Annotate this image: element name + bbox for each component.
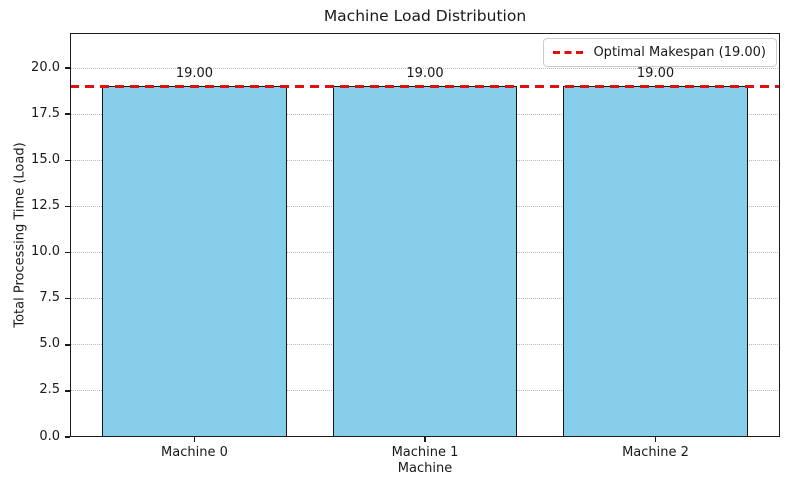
x-tick-label: Machine 2 xyxy=(622,445,689,460)
y-tick xyxy=(65,436,70,438)
y-tick-label: 10.0 xyxy=(31,244,60,260)
legend-label: Optimal Makespan (19.00) xyxy=(593,45,766,60)
reference-line xyxy=(70,85,780,88)
bar xyxy=(563,86,748,437)
y-tick xyxy=(65,159,70,162)
bar xyxy=(102,86,287,437)
y-tick-label: 7.5 xyxy=(39,290,60,306)
y-tick-label: 2.5 xyxy=(39,382,60,398)
y-tick-label: 20.0 xyxy=(31,59,60,75)
legend: Optimal Makespan (19.00) xyxy=(543,38,777,67)
x-tick xyxy=(424,437,426,442)
x-tick xyxy=(654,437,657,442)
bar-value-label: 19.00 xyxy=(406,66,444,82)
y-tick xyxy=(65,390,70,392)
chart-title: Machine Load Distribution xyxy=(323,7,527,25)
bar-value-label: 19.00 xyxy=(175,66,214,82)
gridline xyxy=(70,67,780,69)
y-tick-label: 0.0 xyxy=(39,428,60,444)
y-tick xyxy=(65,205,70,208)
y-tick xyxy=(65,344,70,346)
x-tick xyxy=(193,437,196,442)
y-tick-label: 12.5 xyxy=(31,197,60,213)
y-tick xyxy=(65,67,70,69)
x-axis-label: Machine xyxy=(397,461,453,476)
x-tick-label: Machine 0 xyxy=(161,445,228,460)
y-tick xyxy=(65,297,70,300)
plot-area: Optimal Makespan (19.00) 19.00 Machine 0 1… xyxy=(31,33,780,460)
y-tick-label: 17.5 xyxy=(31,105,60,121)
y-tick xyxy=(65,113,70,115)
bar-value-label: 19.00 xyxy=(636,66,675,82)
x-tick-label: Machine 1 xyxy=(391,445,459,460)
bar xyxy=(332,86,518,437)
legend-dashed-line-sample xyxy=(553,51,585,54)
y-tick-label: 5.0 xyxy=(39,336,60,352)
y-tick xyxy=(65,251,70,254)
y-tick-label: 15.0 xyxy=(31,151,60,167)
